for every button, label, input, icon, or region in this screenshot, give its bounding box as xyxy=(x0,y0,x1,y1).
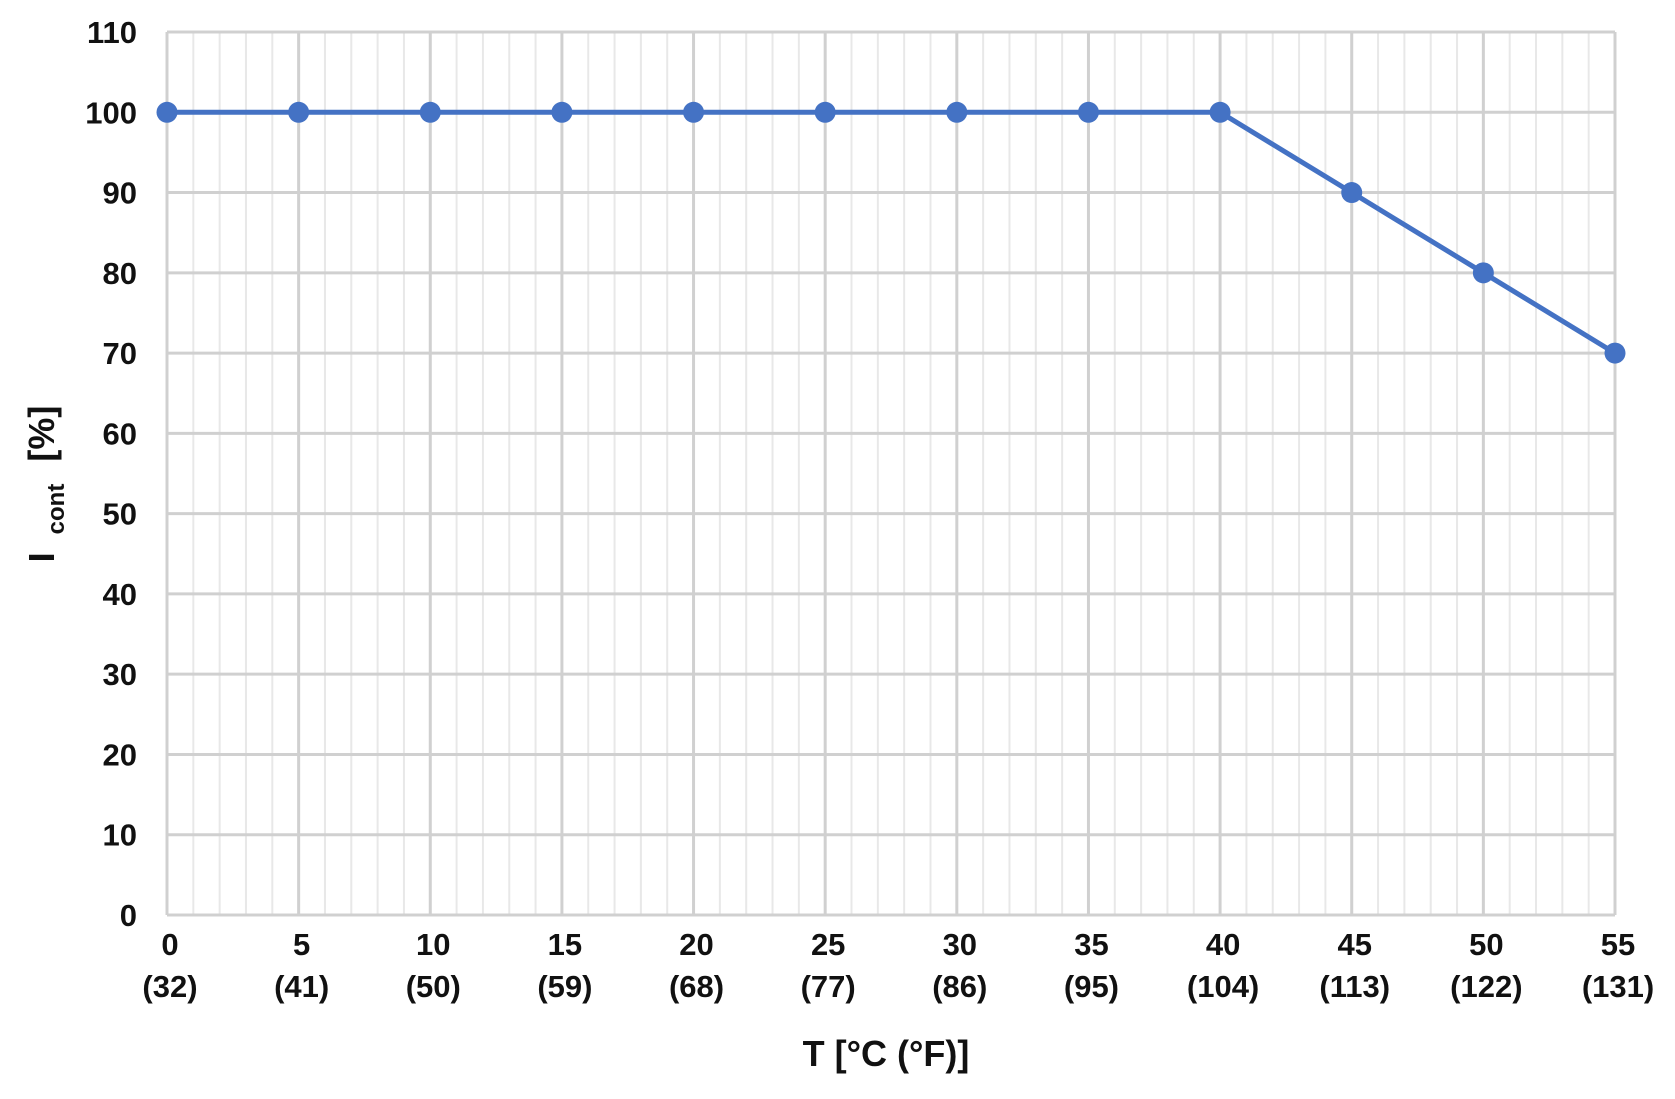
x-tick-label-fahrenheit: (113) xyxy=(1319,969,1390,1004)
y-axis-title-subscript: cont xyxy=(43,484,70,535)
points-layer xyxy=(156,101,1626,364)
x-tick-label-fahrenheit: (68) xyxy=(669,969,724,1004)
x-tick-label-celsius: 0 xyxy=(161,927,178,962)
y-tick-label: 50 xyxy=(103,497,137,532)
y-tick-label: 20 xyxy=(103,737,137,772)
data-point xyxy=(156,101,178,123)
x-tick-label-celsius: 5 xyxy=(293,927,310,962)
y-tick-label: 30 xyxy=(103,657,137,692)
x-tick-label-celsius: 25 xyxy=(811,927,845,962)
data-point xyxy=(1604,342,1626,364)
x-tick-label-fahrenheit: (131) xyxy=(1582,969,1654,1004)
data-point xyxy=(1077,101,1099,123)
y-tick-label: 10 xyxy=(103,818,137,853)
y-tick-label: 90 xyxy=(103,176,137,211)
x-tick-label-celsius: 55 xyxy=(1601,927,1635,962)
x-tick-label-celsius: 50 xyxy=(1469,927,1503,962)
y-axis-title-main: I xyxy=(21,552,62,562)
y-axis-title: I cont [%] xyxy=(21,406,72,563)
y-tick-label: 40 xyxy=(103,577,137,612)
data-point xyxy=(419,101,441,123)
x-tick-label-fahrenheit: (122) xyxy=(1450,969,1522,1004)
x-tick-label-fahrenheit: (104) xyxy=(1187,969,1259,1004)
x-tick-label-celsius: 35 xyxy=(1074,927,1108,962)
x-tick-label-fahrenheit: (77) xyxy=(801,969,856,1004)
x-tick-label-celsius: 20 xyxy=(679,927,713,962)
y-axis-title-unit: [%] xyxy=(21,406,62,462)
x-tick-label-fahrenheit: (95) xyxy=(1064,969,1119,1004)
x-tick-label-celsius: 45 xyxy=(1337,927,1371,962)
y-tick-label: 70 xyxy=(103,336,137,371)
x-tick-label-fahrenheit: (50) xyxy=(406,969,461,1004)
grid xyxy=(165,30,1617,917)
data-point xyxy=(288,101,310,123)
x-tick-label-fahrenheit: (32) xyxy=(142,969,197,1004)
data-point xyxy=(683,101,705,123)
y-tick-label: 100 xyxy=(85,95,137,130)
x-tick-label-celsius: 15 xyxy=(548,927,582,962)
y-tick-label: 110 xyxy=(87,15,137,50)
data-point xyxy=(946,101,968,123)
y-axis-ticks: 0 10 20 30 40 50 60 70 80 90 100 110 xyxy=(85,15,137,933)
series-line xyxy=(164,109,1618,356)
data-point xyxy=(1472,262,1494,284)
y-tick-label: 0 xyxy=(120,898,137,933)
data-point xyxy=(814,101,836,123)
y-tick-label: 80 xyxy=(103,256,137,291)
x-tick-label-celsius: 40 xyxy=(1206,927,1240,962)
x-tick-label-celsius: 30 xyxy=(943,927,977,962)
x-tick-label-fahrenheit: (59) xyxy=(537,969,592,1004)
x-tick-label-fahrenheit: (86) xyxy=(932,969,987,1004)
x-tick-label-celsius: 10 xyxy=(416,927,450,962)
y-tick-label: 60 xyxy=(103,416,137,451)
data-point xyxy=(551,101,573,123)
x-axis-title: T [°C (°F)] xyxy=(803,1033,970,1074)
series-layer xyxy=(164,109,1618,356)
data-point xyxy=(1341,182,1363,204)
data-point xyxy=(1209,101,1231,123)
x-tick-label-fahrenheit: (41) xyxy=(274,969,329,1004)
x-axis-ticks: 0 (32) 5 (41) 10 (50) 15 (59) 20 (68) 25 (77) 30 (86)… xyxy=(142,927,1654,1004)
